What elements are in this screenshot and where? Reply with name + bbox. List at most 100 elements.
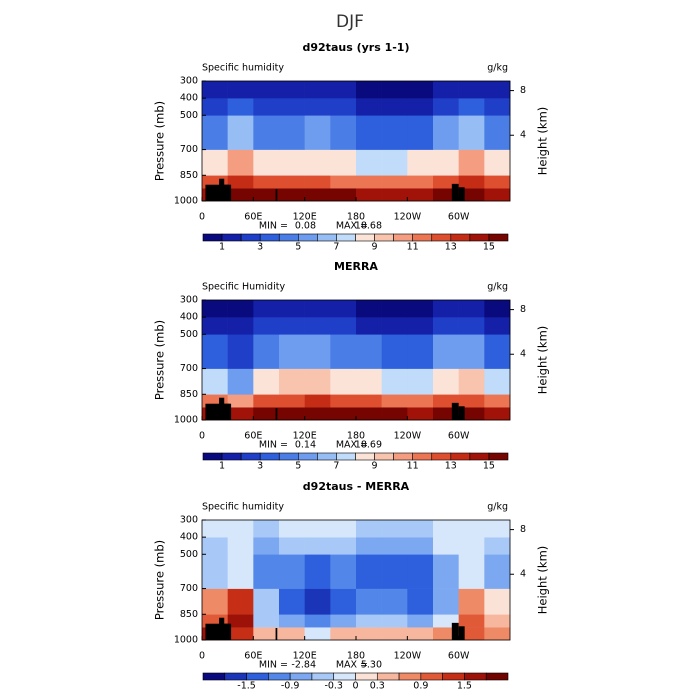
contour-cell bbox=[202, 300, 228, 318]
contour-cell bbox=[304, 554, 331, 589]
contour-cell bbox=[484, 407, 511, 421]
contour-cell bbox=[407, 588, 434, 615]
x-tick-label: 60W bbox=[448, 431, 470, 442]
contour-cell bbox=[484, 520, 511, 538]
contour-cell bbox=[433, 98, 459, 116]
contour-cell bbox=[381, 394, 408, 408]
contour-cell bbox=[330, 81, 357, 99]
y-axis-label: Pressure (mb) bbox=[153, 320, 167, 400]
stat-value: -2.84 bbox=[291, 660, 316, 671]
contour-cell bbox=[227, 115, 254, 150]
y-tick-label: 1000 bbox=[174, 635, 198, 646]
contour-cell bbox=[227, 98, 254, 116]
stat-label: MAX = bbox=[336, 660, 368, 671]
units-label: g/kg bbox=[487, 63, 508, 74]
panel-title: d92taus - MERRA bbox=[303, 480, 410, 493]
colorbar-tick-label: 15 bbox=[483, 461, 495, 472]
contour-cell bbox=[433, 334, 459, 369]
contour-cell bbox=[304, 188, 331, 202]
contour-cell bbox=[227, 368, 254, 395]
colorbar-box bbox=[420, 672, 443, 681]
x-tick-label: 60E bbox=[244, 431, 262, 442]
colorbar-tick-label: 0.3 bbox=[370, 681, 385, 692]
topography bbox=[451, 402, 459, 420]
colorbar-tick-label: 0 bbox=[352, 681, 358, 692]
x-tick-label: 120E bbox=[293, 431, 317, 442]
contour-cell bbox=[279, 98, 305, 116]
contour-cell bbox=[304, 115, 331, 150]
colorbar-tick-label: 5 bbox=[295, 242, 301, 253]
contour-cell bbox=[407, 300, 434, 318]
colorbar-box bbox=[355, 672, 378, 681]
colorbar-box bbox=[333, 672, 356, 681]
contour-cell bbox=[279, 115, 305, 150]
contour-cell bbox=[458, 334, 485, 369]
contour-cell bbox=[202, 334, 228, 369]
contour-cell bbox=[356, 588, 382, 615]
contour-cell bbox=[304, 175, 331, 189]
contour-cell bbox=[484, 149, 511, 176]
contour-cell bbox=[279, 188, 305, 202]
colorbar-box bbox=[278, 233, 299, 242]
contour-cell bbox=[330, 614, 357, 628]
contour-cell bbox=[407, 175, 434, 189]
contour-cell bbox=[356, 149, 382, 176]
colorbar-box bbox=[298, 233, 318, 242]
topography bbox=[275, 189, 278, 201]
contour-cell bbox=[484, 300, 511, 318]
colorbar-box bbox=[336, 452, 356, 461]
contour-cell bbox=[330, 98, 357, 116]
colorbar-tick-label: 13 bbox=[445, 242, 457, 253]
colorbar-box bbox=[224, 672, 247, 681]
colorbar-box bbox=[336, 233, 356, 242]
colorbar-box bbox=[485, 672, 509, 681]
contour-cell bbox=[330, 317, 357, 335]
contour-cell bbox=[484, 115, 511, 150]
contour-cell bbox=[484, 588, 511, 615]
y-tick-label: 400 bbox=[180, 312, 198, 323]
contour-cell bbox=[330, 394, 357, 408]
colorbar-box bbox=[355, 452, 375, 461]
contour-cell bbox=[279, 334, 305, 369]
contour-cell bbox=[458, 394, 485, 408]
contour-cell bbox=[253, 115, 280, 150]
contour-cell bbox=[381, 520, 408, 538]
y-tick-label: 300 bbox=[180, 515, 198, 526]
contour-cell bbox=[279, 520, 305, 538]
units-label: g/kg bbox=[487, 502, 508, 513]
x-tick-label: 60W bbox=[448, 212, 470, 223]
y-tick-label: 300 bbox=[180, 295, 198, 306]
contour-cell bbox=[356, 407, 382, 421]
y2-tick-label: 8 bbox=[520, 304, 526, 315]
y-tick-label: 700 bbox=[180, 363, 198, 374]
contour-cell bbox=[304, 334, 331, 369]
contour-cell bbox=[279, 554, 305, 589]
contour-cell bbox=[227, 614, 254, 628]
x-tick-label: 120W bbox=[394, 651, 422, 662]
contour-cell bbox=[407, 334, 434, 369]
contour-cell bbox=[202, 520, 228, 538]
colorbar-tick-label: -0.9 bbox=[281, 681, 300, 692]
contour-cell bbox=[356, 537, 382, 555]
contour-cell bbox=[407, 627, 434, 641]
contour-cell bbox=[407, 115, 434, 150]
contour-cell bbox=[458, 614, 485, 628]
contour-cell bbox=[304, 614, 331, 628]
contour-cell bbox=[330, 115, 357, 150]
contour-cell bbox=[458, 149, 485, 176]
contour-cell bbox=[356, 115, 382, 150]
contour-cell bbox=[458, 407, 485, 421]
y2-axis-label: Height (km) bbox=[536, 107, 550, 176]
contour-cell bbox=[330, 188, 357, 202]
contour-cell bbox=[407, 554, 434, 589]
contour-cell bbox=[356, 317, 382, 335]
contour-cell bbox=[304, 368, 331, 395]
contour-cell bbox=[330, 334, 357, 369]
colorbar-box bbox=[488, 452, 509, 461]
contour-cell bbox=[433, 149, 459, 176]
colorbar-box bbox=[376, 672, 400, 681]
contour-cell bbox=[304, 588, 331, 615]
contour-cell bbox=[202, 317, 228, 335]
contour-cell bbox=[381, 98, 408, 116]
contour-cell bbox=[279, 407, 305, 421]
